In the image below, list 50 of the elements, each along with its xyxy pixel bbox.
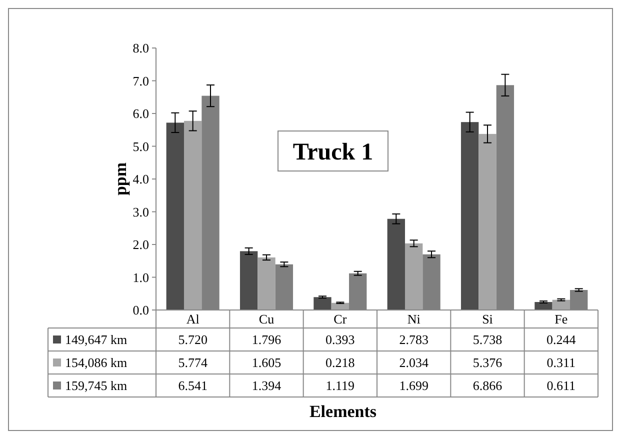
bar <box>552 300 570 310</box>
y-tick-label: 2.0 <box>132 237 149 252</box>
data-label: 5.774 <box>178 355 208 370</box>
data-label: 0.393 <box>326 332 355 348</box>
bar <box>166 122 184 310</box>
x-tick-label: Cu <box>258 312 275 327</box>
data-label: 1.796 <box>252 332 282 348</box>
bar <box>314 297 332 310</box>
bar <box>404 243 423 310</box>
y-tick-label: 1.0 <box>132 270 149 285</box>
x-tick-label: Si <box>482 312 494 327</box>
x-tick-label: Ni <box>407 312 421 327</box>
y-tick-label: 4.0 <box>132 172 149 187</box>
data-label: 6.866 <box>472 378 503 394</box>
bar <box>460 122 479 310</box>
text: Truck 1 <box>292 139 374 166</box>
data-label: 0.311 <box>546 355 576 370</box>
x-tick-label: Fe <box>554 312 568 327</box>
x-tick-label: Al <box>186 312 200 327</box>
data-label: 5.720 <box>178 332 208 348</box>
y-tick-label: 5.0 <box>132 138 149 154</box>
bar <box>478 134 496 310</box>
data-label: 2.034 <box>399 355 429 370</box>
bar <box>534 302 552 310</box>
bar <box>258 257 276 310</box>
bar <box>240 251 258 310</box>
data-label: 1.119 <box>326 378 355 394</box>
data-label: 0.244 <box>546 332 576 348</box>
bar <box>387 218 405 310</box>
data-label: 1.394 <box>252 378 282 394</box>
y-tick-label: 8.0 <box>132 40 149 56</box>
data-label: 1.699 <box>399 378 428 394</box>
y-tick-label: 6.0 <box>132 106 149 122</box>
y-axis-title: ppm <box>111 162 130 196</box>
y-tick-label: 7.0 <box>132 73 149 88</box>
y-tick-label: 0.0 <box>132 302 149 318</box>
legend-label: 159,745 km <box>65 378 128 394</box>
data-label: 5.738 <box>472 332 502 348</box>
x-axis-title: Elements <box>309 402 377 421</box>
y-tick-label: 3.0 <box>132 204 149 220</box>
bar <box>184 120 202 310</box>
data-label: 2.783 <box>399 332 428 348</box>
data-label: 1.605 <box>252 355 282 370</box>
x-tick-label: Cr <box>334 312 348 327</box>
data-label: 6.541 <box>178 378 208 394</box>
data-label: 5.376 <box>472 355 503 370</box>
legend-label: 149,647 km <box>65 332 128 348</box>
legend-label: 154,086 km <box>65 355 128 370</box>
data-label: 0.218 <box>326 355 355 370</box>
data-label: 0.611 <box>546 378 576 394</box>
